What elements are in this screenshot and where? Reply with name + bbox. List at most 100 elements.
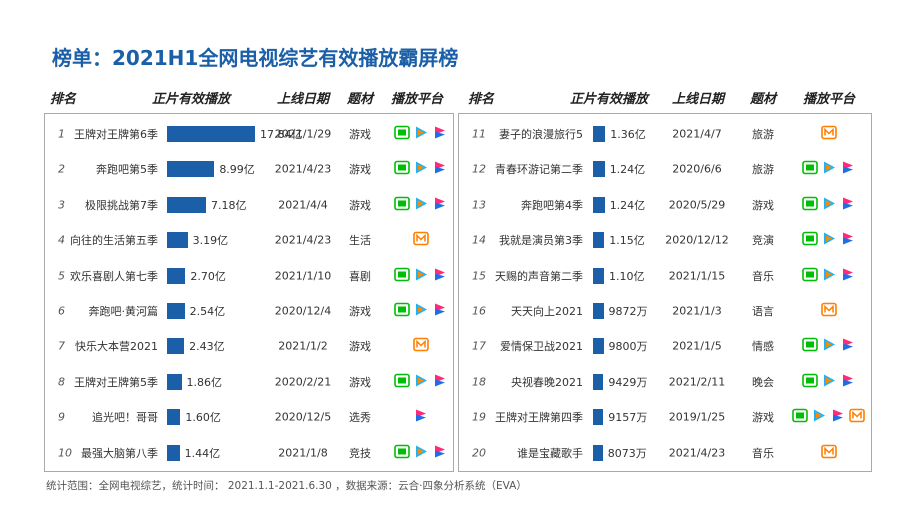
show-name: 奔跑吧第5季 bbox=[96, 163, 158, 177]
show-name: 欢乐喜剧人第七季 bbox=[70, 269, 158, 283]
bar bbox=[167, 161, 215, 178]
date: 2021/4/23 bbox=[274, 162, 332, 176]
date: 2020/2/21 bbox=[274, 375, 332, 389]
genre: 音乐 bbox=[752, 269, 774, 283]
bar bbox=[593, 161, 605, 178]
column-header: 题材 bbox=[347, 92, 374, 107]
show-name: 青春环游记第二季 bbox=[495, 163, 583, 177]
icon bbox=[801, 196, 818, 211]
left-panel bbox=[44, 113, 454, 472]
bar bbox=[167, 126, 255, 142]
genre: 游戏 bbox=[752, 411, 774, 425]
column-header: 播放平台 bbox=[391, 92, 444, 107]
icon bbox=[814, 409, 825, 422]
value-label: 1.36亿 bbox=[610, 128, 646, 141]
date: 2020/5/29 bbox=[668, 198, 726, 212]
show-name: 极限挑战第7季 bbox=[85, 198, 158, 212]
platform-icon bbox=[393, 266, 410, 285]
genre: 游戏 bbox=[349, 163, 371, 177]
value-label: 1.24亿 bbox=[609, 198, 646, 212]
icon bbox=[434, 268, 445, 281]
genre: 游戏 bbox=[349, 128, 371, 141]
platform-icon bbox=[840, 266, 856, 285]
platform-icon bbox=[432, 125, 448, 144]
icon bbox=[393, 267, 410, 281]
value-label: 1.15亿 bbox=[609, 234, 645, 248]
platform-icon bbox=[821, 195, 837, 214]
icon bbox=[415, 409, 426, 422]
date: 2020/6/6 bbox=[672, 162, 722, 176]
platform-icon bbox=[393, 195, 410, 214]
platform-icon bbox=[801, 231, 818, 250]
value-label: 1.24亿 bbox=[609, 163, 646, 177]
genre: 选秀 bbox=[349, 411, 371, 425]
icon bbox=[393, 125, 410, 140]
bar bbox=[167, 444, 180, 461]
value-label: 8.99亿 bbox=[219, 163, 255, 177]
platform-icon bbox=[432, 443, 448, 462]
value-label: 1.60亿 bbox=[185, 411, 221, 425]
bar bbox=[167, 409, 181, 426]
genre: 生活 bbox=[349, 234, 371, 248]
platform-icon bbox=[840, 160, 856, 179]
platform-icon bbox=[413, 443, 429, 462]
date: 2021/2/11 bbox=[668, 375, 726, 389]
value-label: 9429万 bbox=[608, 375, 648, 389]
show-name: 谁是宝藏歌手 bbox=[517, 446, 583, 460]
genre: 晚会 bbox=[752, 375, 774, 389]
show-name: 爱情保卫战2021 bbox=[500, 340, 583, 354]
value-label: 8073万 bbox=[607, 446, 647, 460]
date: 2021/1/5 bbox=[672, 339, 722, 353]
icon bbox=[823, 232, 835, 245]
platform-icon bbox=[413, 160, 429, 179]
icon bbox=[393, 196, 410, 211]
genre: 竞技 bbox=[349, 446, 371, 460]
date: 2021/4/4 bbox=[278, 198, 328, 212]
rank: 2 bbox=[58, 162, 65, 176]
value-label: 2.43亿 bbox=[189, 340, 225, 354]
bar bbox=[593, 126, 606, 142]
rank: 7 bbox=[58, 339, 65, 353]
rank: 10 bbox=[58, 446, 72, 460]
rank: 9 bbox=[58, 410, 65, 424]
icon bbox=[415, 161, 427, 174]
value-label: 1.86亿 bbox=[186, 375, 223, 389]
icon bbox=[434, 161, 445, 174]
column-header: 正片有效播放 bbox=[152, 92, 231, 107]
platform-icon bbox=[840, 195, 856, 214]
value-label: 2.70亿 bbox=[190, 269, 226, 283]
date: 2021/1/29 bbox=[274, 127, 332, 141]
value-label: 3.19亿 bbox=[192, 234, 229, 248]
platform-icon bbox=[821, 266, 837, 285]
platform-icon bbox=[412, 337, 429, 356]
show-name: 妻子的浪漫旅行5 bbox=[499, 128, 583, 141]
show-name: 王牌对王牌第5季 bbox=[74, 375, 158, 389]
platform-icon bbox=[811, 408, 827, 427]
icon bbox=[434, 303, 445, 316]
platform-icon bbox=[413, 372, 429, 391]
icon bbox=[792, 408, 808, 423]
show-name: 我就是演员第3季 bbox=[499, 234, 583, 248]
icon bbox=[820, 302, 837, 317]
rank: 15 bbox=[472, 269, 486, 283]
show-name: 追光吧！哥哥 bbox=[92, 411, 158, 425]
platform-icon bbox=[413, 408, 429, 427]
value-label: 1.10亿 bbox=[609, 269, 645, 283]
genre: 语言 bbox=[752, 305, 774, 318]
bar bbox=[593, 303, 604, 319]
rank: 20 bbox=[472, 446, 486, 460]
genre: 情感 bbox=[752, 340, 774, 354]
genre: 旅游 bbox=[752, 128, 774, 141]
icon bbox=[415, 303, 427, 316]
show-name: 向往的生活第五季 bbox=[70, 234, 158, 248]
genre: 游戏 bbox=[349, 375, 371, 389]
icon bbox=[393, 161, 410, 175]
date: 2020/12/5 bbox=[274, 410, 332, 424]
show-name: 最强大脑第八季 bbox=[81, 446, 158, 460]
icon bbox=[434, 126, 445, 139]
column-header: 上线日期 bbox=[672, 92, 725, 107]
icon bbox=[393, 302, 410, 317]
date: 2021/1/15 bbox=[668, 269, 726, 283]
show-name: 王牌对王牌第四季 bbox=[495, 411, 583, 425]
